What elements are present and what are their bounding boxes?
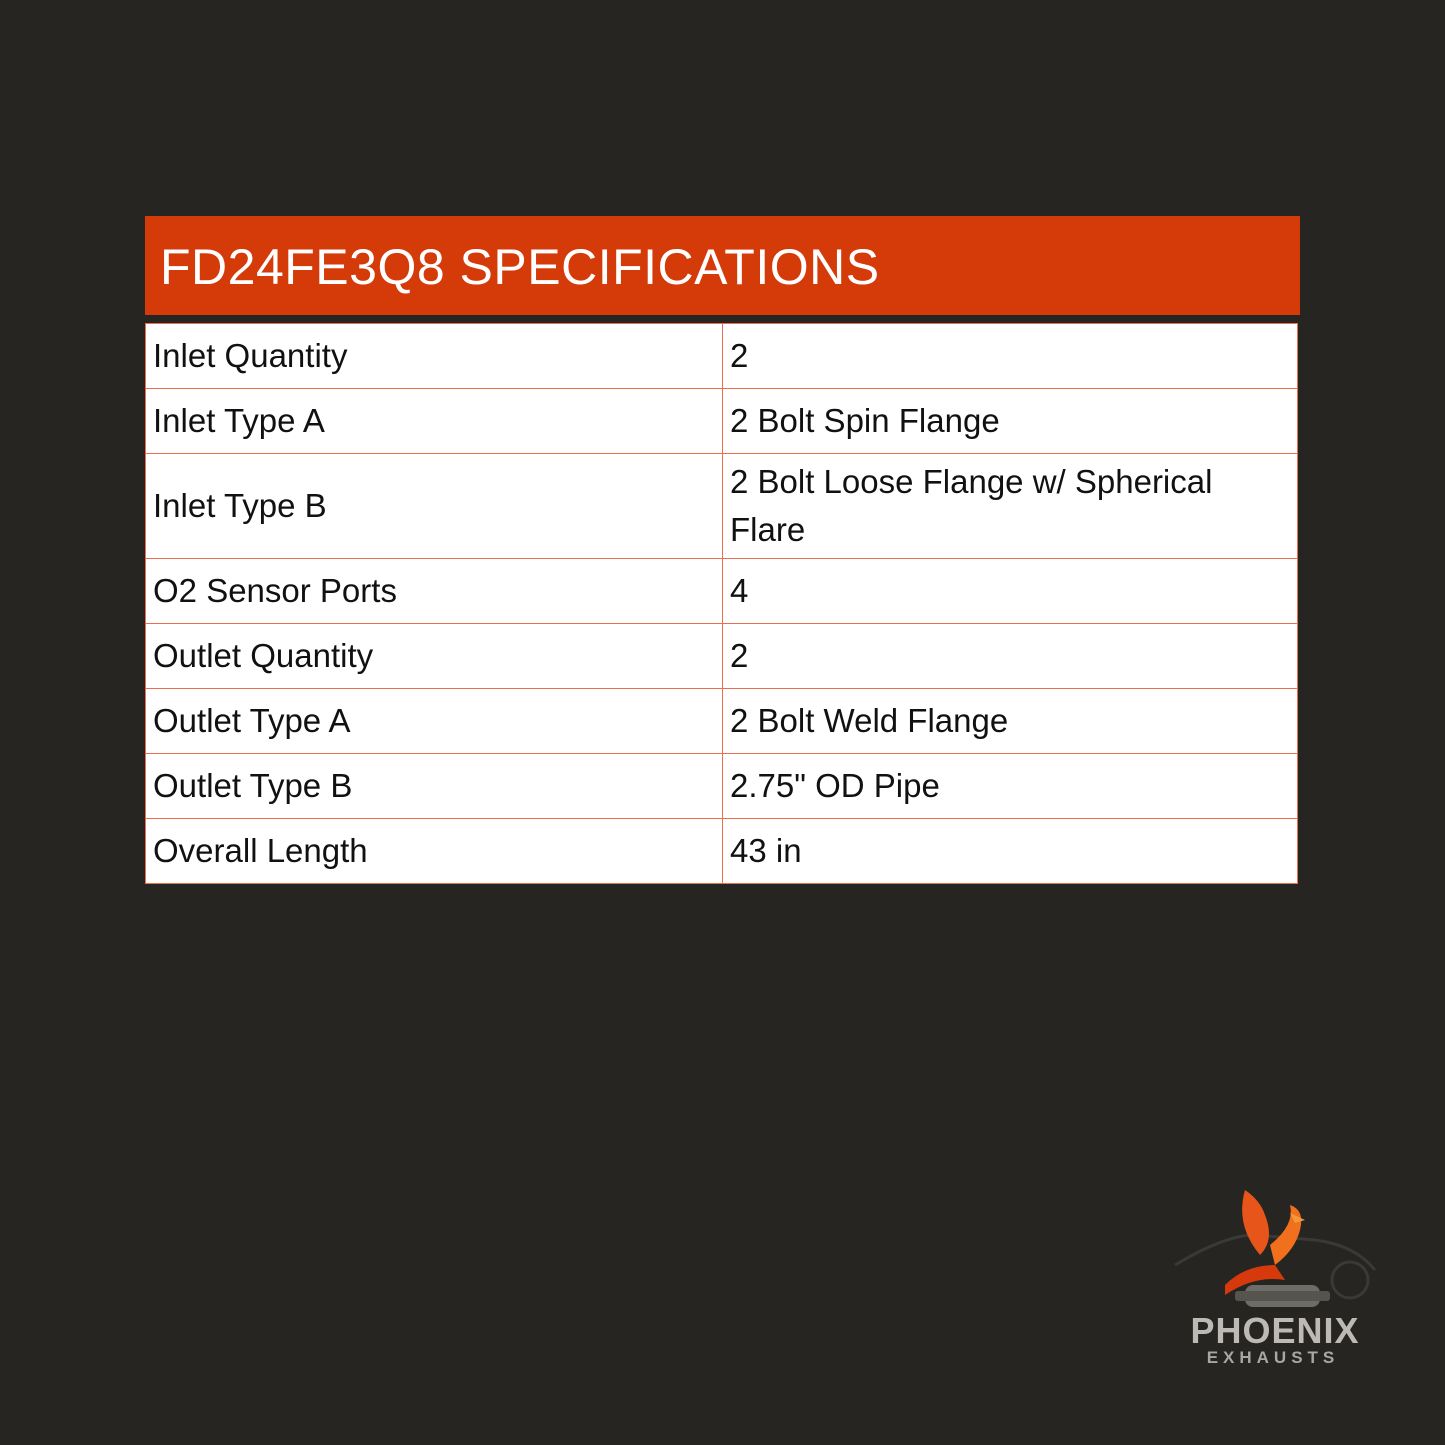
spec-label: Outlet Type A — [145, 688, 723, 754]
spec-value: 2 — [722, 323, 1298, 389]
spec-label: Overall Length — [145, 818, 723, 884]
spec-label: Outlet Type B — [145, 753, 723, 819]
spec-value: 2 Bolt Weld Flange — [722, 688, 1298, 754]
table-row: Overall Length 43 in — [145, 818, 1298, 884]
logo-name: PHOENIX — [1190, 1310, 1360, 1351]
spec-title-bar: FD24FE3Q8 SPECIFICATIONS — [145, 216, 1300, 315]
phoenix-on-catalytic-converter-icon — [1174, 1190, 1377, 1307]
spec-value: 2 Bolt Spin Flange — [722, 388, 1298, 454]
spec-value: 2 — [722, 623, 1298, 689]
table-row: Outlet Type B 2.75" OD Pipe — [145, 753, 1298, 819]
spec-value: 43 in — [722, 818, 1298, 884]
spec-label: Outlet Quantity — [145, 623, 723, 689]
page-title: FD24FE3Q8 SPECIFICATIONS — [160, 239, 880, 295]
brand-logo: PHOENIX EXHAUSTS — [1165, 1185, 1385, 1370]
table-row: Outlet Quantity 2 — [145, 623, 1298, 689]
logo-subtitle: EXHAUSTS — [1206, 1348, 1340, 1367]
table-row: Inlet Quantity 2 — [145, 323, 1298, 389]
spec-label: Inlet Type A — [145, 388, 723, 454]
spec-label: O2 Sensor Ports — [145, 558, 723, 624]
table-row: O2 Sensor Ports 4 — [145, 558, 1298, 624]
spec-value: 2.75" OD Pipe — [722, 753, 1298, 819]
spec-label: Inlet Quantity — [145, 323, 723, 389]
spec-label: Inlet Type B — [145, 453, 723, 559]
spec-value: 2 Bolt Loose Flange w/ Spherical Flare — [722, 453, 1298, 559]
spec-value: 4 — [722, 558, 1298, 624]
